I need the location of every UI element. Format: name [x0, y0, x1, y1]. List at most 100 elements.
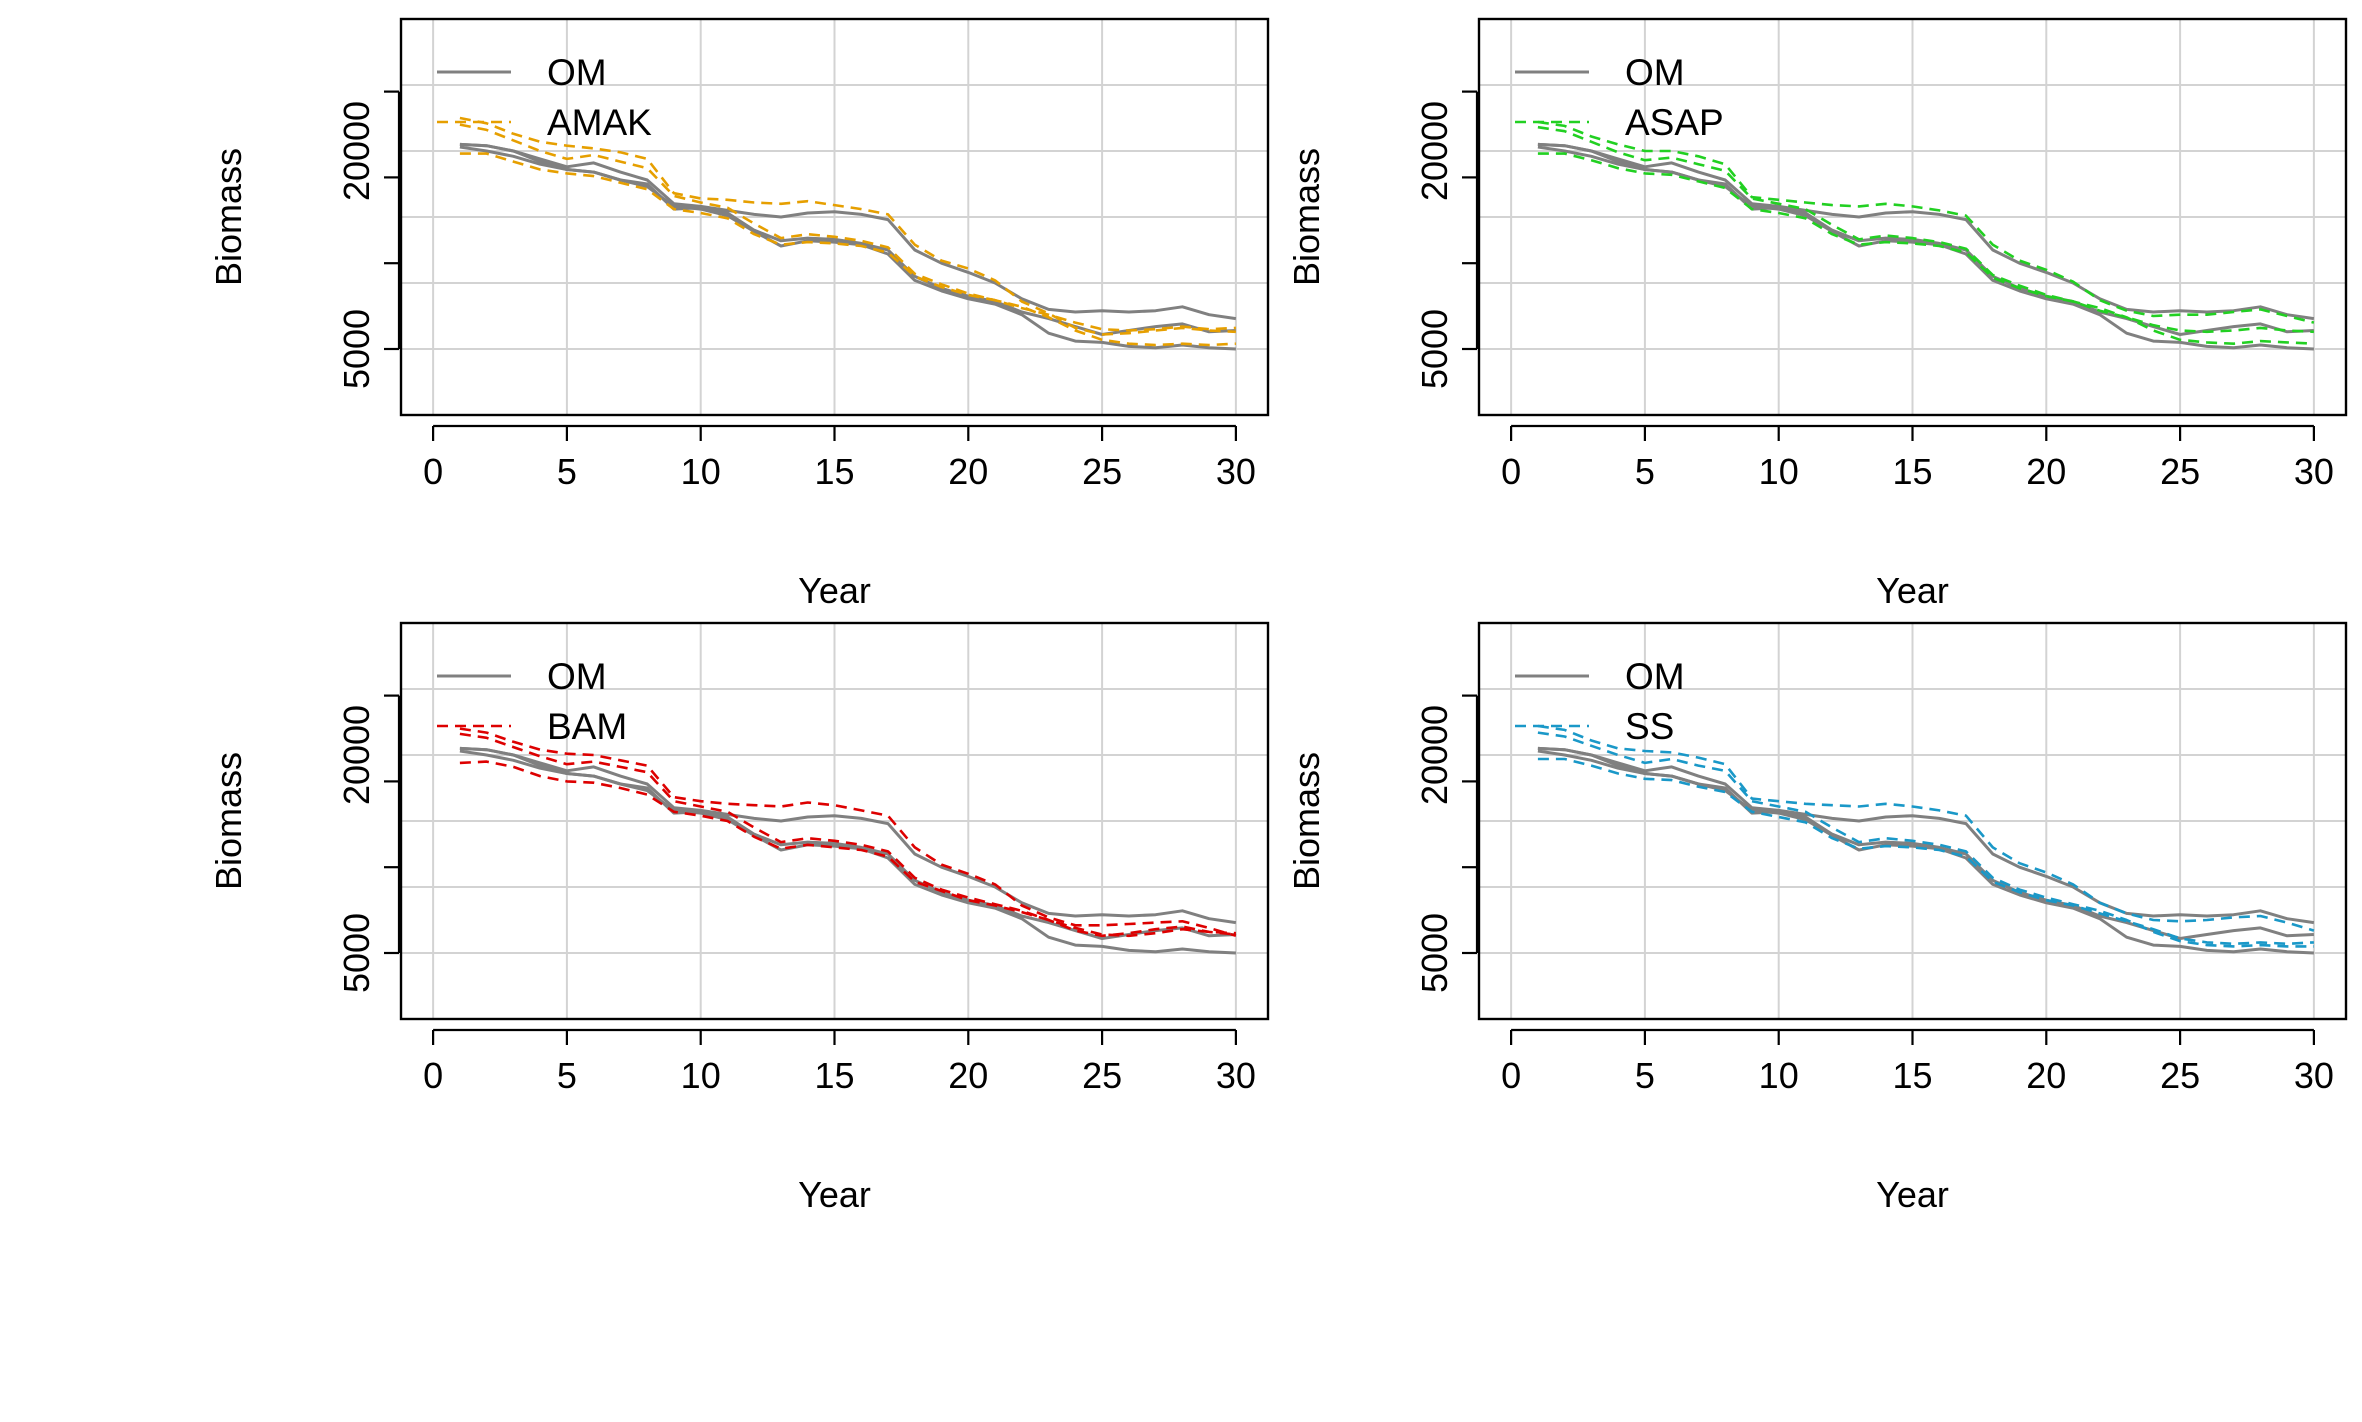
panel-ss-y-tick-label: 20000 — [1414, 705, 1455, 805]
panel-bam-y-axis-label: Biomass — [208, 752, 249, 890]
panel-asap-x-tick-label: 25 — [2160, 451, 2200, 492]
panel-asap-x-tick-label: 20 — [2026, 451, 2066, 492]
panel-asap-x-axis: 0 5 10 15 20 25 30 Year — [1501, 424, 2334, 611]
panel-bam-legend-model-label: BAM — [547, 706, 627, 747]
panel-ss-y-axis-label: Biomass — [1286, 752, 1327, 890]
panel-amak-x-axis: 0 5 10 15 20 25 30 Year — [423, 424, 1256, 611]
panel-amak-om-line-1 — [459, 142, 1237, 321]
panel-amak-x-axis-label: Year — [798, 570, 871, 611]
panel-bam-y-tick-label: 5000 — [336, 913, 377, 993]
panel-amak-grid — [401, 18, 1268, 416]
panel-bam-y-tick-label: 20000 — [336, 705, 377, 805]
panel-bam-model-line-3 — [459, 760, 1236, 938]
panel-bam-x-axis-label: Year — [798, 1174, 871, 1215]
panel-bam-model-line-2 — [459, 732, 1237, 938]
panel-amak-x-tick-label: 25 — [1082, 451, 1122, 492]
panel-asap-x-tick-label: 5 — [1635, 451, 1655, 492]
panel-ss-x-tick-label: 20 — [2026, 1055, 2066, 1096]
panel-ss-x-tick-label: 15 — [1892, 1055, 1932, 1096]
panel-amak-y-tick-label: 5000 — [336, 309, 377, 389]
panel-asap-legend: OM ASAP — [1515, 52, 1724, 143]
panel-asap-grid — [1479, 18, 2346, 416]
panel-ss-series — [1537, 724, 2315, 955]
panel-asap-x-tick-label: 30 — [2294, 451, 2334, 492]
panel-ss-frame — [1477, 621, 2348, 1021]
panel-bam-x-tick-label: 10 — [681, 1055, 721, 1096]
panel-asap-frame — [1477, 17, 2348, 417]
panel-bam-x-tick-label: 0 — [423, 1055, 443, 1096]
panel-ss-x-tick-label: 5 — [1635, 1055, 1655, 1096]
panel-ss-legend-model-label: SS — [1625, 706, 1674, 747]
panel-amak-om-line-3 — [459, 145, 1236, 351]
panel-asap-y-axis: 5000 20000 Biomass — [1286, 90, 1479, 389]
panel-amak-legend-om-label: OM — [547, 52, 607, 93]
panel-amak-x-tick-label: 0 — [423, 451, 443, 492]
panel-amak-x-tick-label: 5 — [557, 451, 577, 492]
panel-asap-model-line-1 — [1537, 120, 2315, 324]
panel-asap-y-tick-label: 5000 — [1414, 309, 1455, 389]
panel-asap-model-line-3 — [1537, 152, 2314, 334]
panel-bam-x-tick-label: 30 — [1216, 1055, 1256, 1096]
panel-amak-legend-model-label: AMAK — [547, 102, 652, 143]
panel-ss-model-line-2 — [1537, 731, 2314, 948]
panel-ss: 0 5 10 15 20 25 30 Year 5000 20000 Biomass OM SS — [1286, 621, 2348, 1215]
panel-amak-x-tick-label: 10 — [681, 451, 721, 492]
panel-ss-om-line-1 — [1537, 746, 2315, 925]
panel-amak: 0 5 10 15 20 25 30 Year 5000 20000 Biomass OM AMAK — [208, 17, 1270, 611]
panel-ss-x-tick-label: 0 — [1501, 1055, 1521, 1096]
panel-bam-frame — [399, 621, 1270, 1021]
panel-ss-grid — [1479, 622, 2346, 1020]
panel-bam-grid — [401, 622, 1268, 1020]
panel-ss-om-line-3 — [1537, 749, 2314, 955]
panel-ss-x-axis-label: Year — [1876, 1174, 1949, 1215]
panel-amak-series — [459, 116, 1237, 351]
panel-amak-legend: OM AMAK — [437, 52, 652, 143]
panel-asap-y-axis-label: Biomass — [1286, 148, 1327, 286]
panel-ss-model-line-1 — [1537, 724, 2315, 932]
panel-amak-y-axis-label: Biomass — [208, 148, 249, 286]
panel-amak-x-tick-label: 15 — [814, 451, 854, 492]
panel-asap-series — [1537, 120, 2315, 351]
panel-asap-om-line-3 — [1537, 145, 2314, 351]
panel-ss-legend: OM SS — [1515, 656, 1685, 747]
panel-bam-series — [459, 727, 1237, 955]
panel-bam: 0 5 10 15 20 25 30 Year 5000 20000 Biomass OM BAM — [208, 621, 1270, 1215]
panel-ss-legend-om-label: OM — [1625, 656, 1685, 697]
panel-bam-legend: OM BAM — [437, 656, 627, 747]
panel-ss-model-line-3 — [1537, 757, 2314, 946]
panel-asap-x-axis-label: Year — [1876, 570, 1949, 611]
panel-asap-y-tick-label: 20000 — [1414, 101, 1455, 201]
panel-amak-frame — [399, 17, 1270, 417]
panel-ss-x-axis: 0 5 10 15 20 25 30 Year — [1501, 1028, 2334, 1215]
panel-amak-model-line-2 — [459, 123, 1236, 347]
panel-asap-legend-om-label: OM — [1625, 52, 1685, 93]
panel-amak-y-axis: 5000 20000 Biomass — [208, 90, 401, 389]
panel-bam-x-axis: 0 5 10 15 20 25 30 Year — [423, 1028, 1256, 1215]
panel-ss-x-tick-label: 10 — [1759, 1055, 1799, 1096]
panel-amak-x-tick-label: 30 — [1216, 451, 1256, 492]
panel-ss-y-tick-label: 5000 — [1414, 913, 1455, 993]
panel-asap-model-line-2 — [1537, 125, 2314, 345]
panel-bam-model-line-1 — [459, 727, 1237, 938]
panel-asap-om-line-1 — [1537, 142, 2315, 321]
panel-asap-x-tick-label: 15 — [1892, 451, 1932, 492]
panel-asap: 0 5 10 15 20 25 30 Year 5000 20000 Biomass OM ASAP — [1286, 17, 2348, 611]
panel-asap-legend-model-label: ASAP — [1625, 102, 1724, 143]
panel-bam-legend-om-label: OM — [547, 656, 607, 697]
panel-ss-y-axis: 5000 20000 Biomass — [1286, 694, 1479, 993]
panel-ss-x-tick-label: 25 — [2160, 1055, 2200, 1096]
panel-amak-x-tick-label: 20 — [948, 451, 988, 492]
panel-bam-x-tick-label: 15 — [814, 1055, 854, 1096]
panel-amak-model-line-1 — [459, 116, 1236, 336]
panel-bam-x-tick-label: 20 — [948, 1055, 988, 1096]
panel-bam-x-tick-label: 5 — [557, 1055, 577, 1096]
panel-bam-x-tick-label: 25 — [1082, 1055, 1122, 1096]
panel-amak-y-tick-label: 20000 — [336, 101, 377, 201]
panel-asap-x-tick-label: 10 — [1759, 451, 1799, 492]
panel-bam-om-line-1 — [459, 746, 1237, 925]
panel-amak-model-line-3 — [459, 152, 1236, 332]
panel-ss-x-tick-label: 30 — [2294, 1055, 2334, 1096]
panel-asap-x-tick-label: 0 — [1501, 451, 1521, 492]
